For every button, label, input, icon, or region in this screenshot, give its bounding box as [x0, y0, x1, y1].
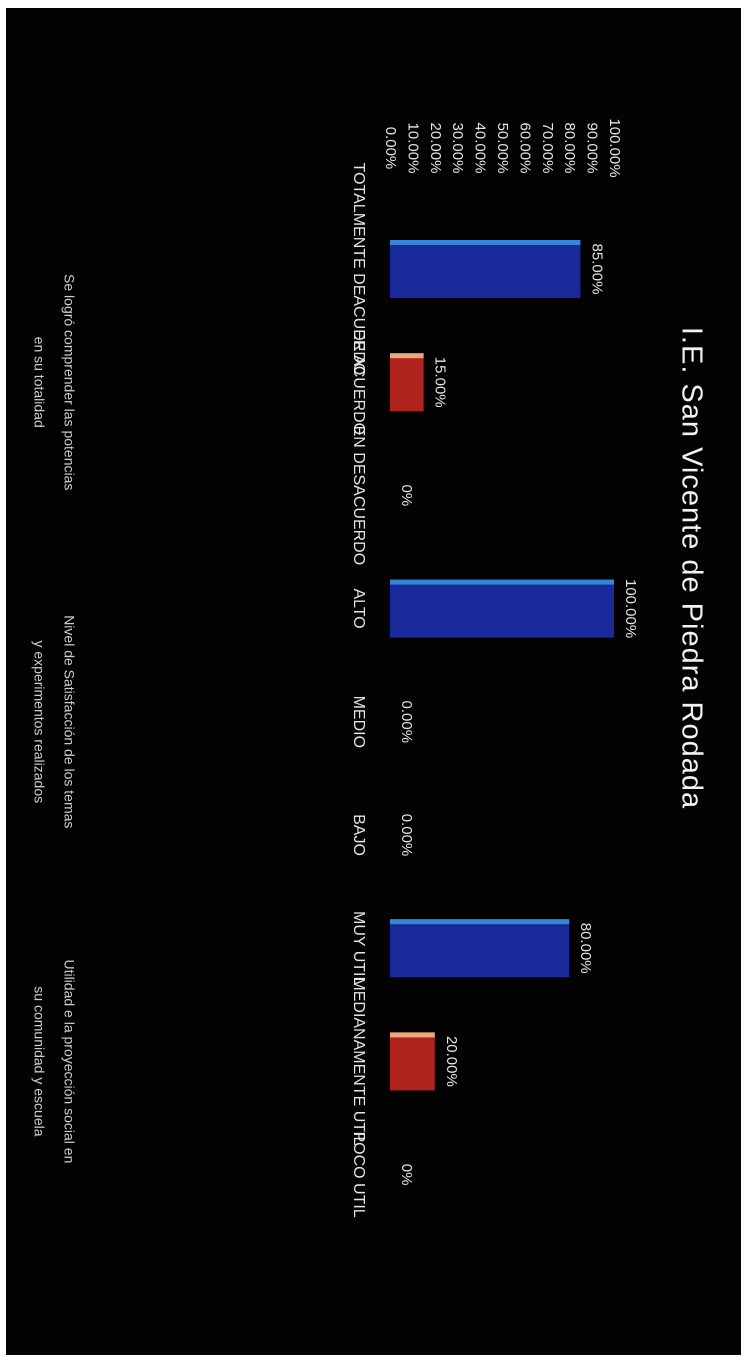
- y-tick-label: 0.00%: [382, 127, 399, 170]
- y-tick-label: 70.00%: [539, 123, 556, 174]
- data-label: 100.00%: [622, 579, 639, 638]
- bar-highlight: [390, 240, 581, 245]
- bar: [390, 579, 614, 638]
- data-label: 0.00%: [398, 814, 415, 857]
- bar-highlight: [390, 353, 424, 359]
- y-tick-label: 10.00%: [404, 123, 421, 174]
- category-label: EN DESACUERDO: [350, 426, 367, 566]
- category-label: POCO UTIL: [350, 1131, 367, 1217]
- group-label: Nivel de Satisfacción de los temas: [61, 615, 77, 828]
- bar: [390, 1032, 435, 1091]
- category-label: MUY UTIL: [350, 911, 367, 985]
- group-label: en su totalidad: [31, 337, 47, 428]
- category-label: TOTALMENTE DEACUERDO: [350, 163, 367, 376]
- y-tick-label: 20.00%: [427, 123, 444, 174]
- data-label: 0%: [398, 1164, 415, 1186]
- data-label: 0%: [398, 485, 415, 507]
- group-label: su comunidad y escuela: [31, 986, 47, 1136]
- bar: [390, 240, 581, 298]
- category-label: BAJO: [350, 814, 367, 856]
- y-tick-label: 100.00%: [606, 118, 623, 177]
- y-tick-label: 40.00%: [472, 123, 489, 174]
- bar-highlight: [390, 1032, 435, 1038]
- data-label: 85.00%: [588, 244, 605, 295]
- y-tick-label: 80.00%: [561, 123, 578, 174]
- chart-title: I.E. San Vicente de Piedra Rodada: [675, 327, 707, 809]
- bar-highlight: [390, 919, 570, 925]
- category-label: DE ACUERDO: [350, 329, 367, 435]
- y-tick-label: 30.00%: [449, 123, 466, 174]
- data-label: 15.00%: [432, 357, 449, 408]
- group-label: Se logró comprender las potencias: [61, 274, 77, 490]
- group-label: Utilidad e la proyección social en: [61, 959, 77, 1163]
- category-label: MEDIO: [350, 696, 367, 748]
- group-label: y experimentos realizados: [31, 640, 47, 803]
- y-tick-label: 50.00%: [494, 123, 511, 174]
- y-tick-label: 60.00%: [516, 123, 533, 174]
- chart-canvas: I.E. San Vicente de Piedra Rodada 0.00% 10…: [6, 8, 741, 1355]
- bar: [390, 353, 424, 412]
- bar-chart: I.E. San Vicente de Piedra Rodada 0.00% 10…: [31, 118, 707, 1217]
- category-label: ALTO: [350, 588, 367, 628]
- data-label: 0.00%: [398, 701, 415, 744]
- y-tick-label: 90.00%: [584, 123, 601, 174]
- bar-highlight: [390, 579, 614, 585]
- bar: [390, 919, 570, 978]
- category-label: MEDIANAMENTE UTIL: [350, 977, 367, 1145]
- data-label: 80.00%: [577, 923, 594, 974]
- data-label: 20.00%: [443, 1036, 460, 1087]
